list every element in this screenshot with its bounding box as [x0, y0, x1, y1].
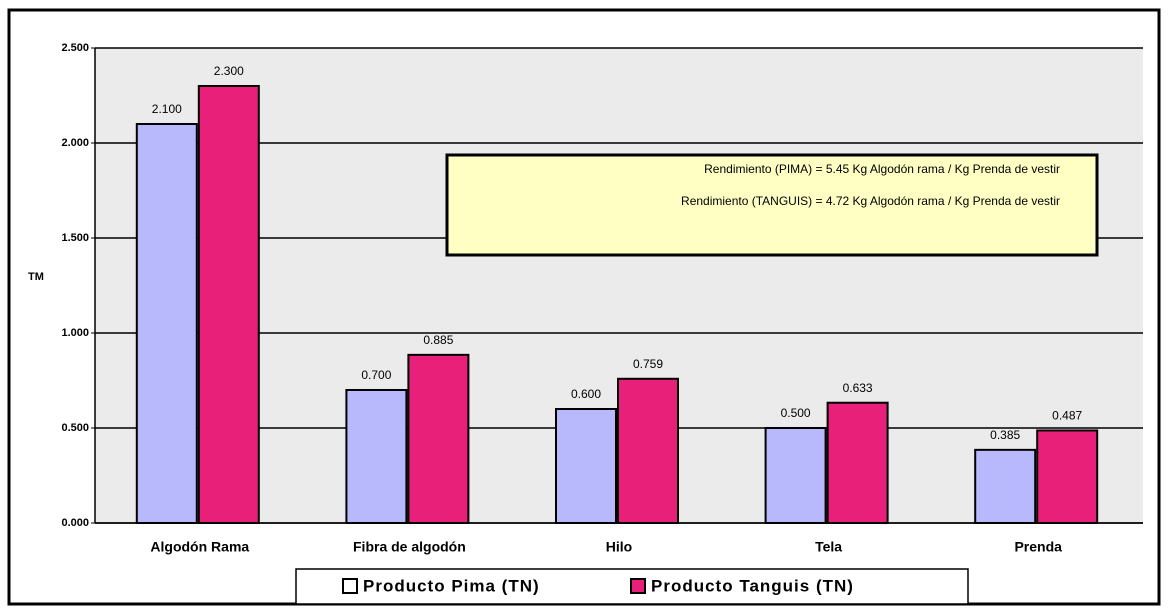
x-tick-label: Prenda [1014, 539, 1062, 555]
y-axis-label: TM [28, 271, 44, 283]
bar [1036, 429, 1099, 524]
value-label: 0.700 [361, 368, 391, 382]
y-tick-label: 2.500 [61, 42, 89, 54]
annotation: Rendimiento (TANGUIS) = 4.72 Kg Algodón … [681, 194, 1060, 208]
legend-swatch [342, 578, 358, 594]
y-tick-label: 1.500 [61, 232, 89, 244]
value-label: 0.885 [423, 333, 453, 347]
value-label: 0.633 [843, 381, 873, 395]
bar [826, 401, 889, 525]
legend-label: Producto Pima (TN) [363, 576, 540, 595]
x-tick-label: Fibra de algodón [353, 539, 466, 555]
y-tick-label: 0.500 [61, 422, 89, 434]
value-label: 0.759 [633, 357, 663, 371]
annotation-box [445, 153, 1099, 257]
y-tick-label: 0.000 [61, 517, 89, 529]
y-tick-label: 1.000 [61, 327, 89, 339]
bar [197, 85, 260, 524]
x-tick-label: Tela [815, 539, 842, 555]
bar [345, 389, 408, 524]
y-tick-label: 2.000 [61, 137, 89, 149]
value-label: 0.500 [781, 406, 811, 420]
annotation: Rendimiento (PIMA) = 5.45 Kg Algodón ram… [704, 162, 1060, 176]
x-tick-label: Algodón Rama [150, 539, 249, 555]
bar [764, 427, 827, 524]
value-label: 0.385 [990, 428, 1020, 442]
bar [974, 448, 1037, 525]
legend-swatch [630, 578, 646, 594]
bar [135, 123, 198, 524]
value-label: 0.487 [1052, 409, 1082, 423]
value-label: 2.100 [152, 102, 182, 116]
legend-label: Producto Tanguis (TN) [651, 576, 854, 595]
bar [555, 408, 617, 524]
bar [617, 377, 679, 525]
x-tick-label: Hilo [606, 539, 632, 555]
bar [407, 353, 470, 524]
value-label: 2.300 [214, 64, 244, 78]
value-label: 0.600 [571, 387, 601, 401]
